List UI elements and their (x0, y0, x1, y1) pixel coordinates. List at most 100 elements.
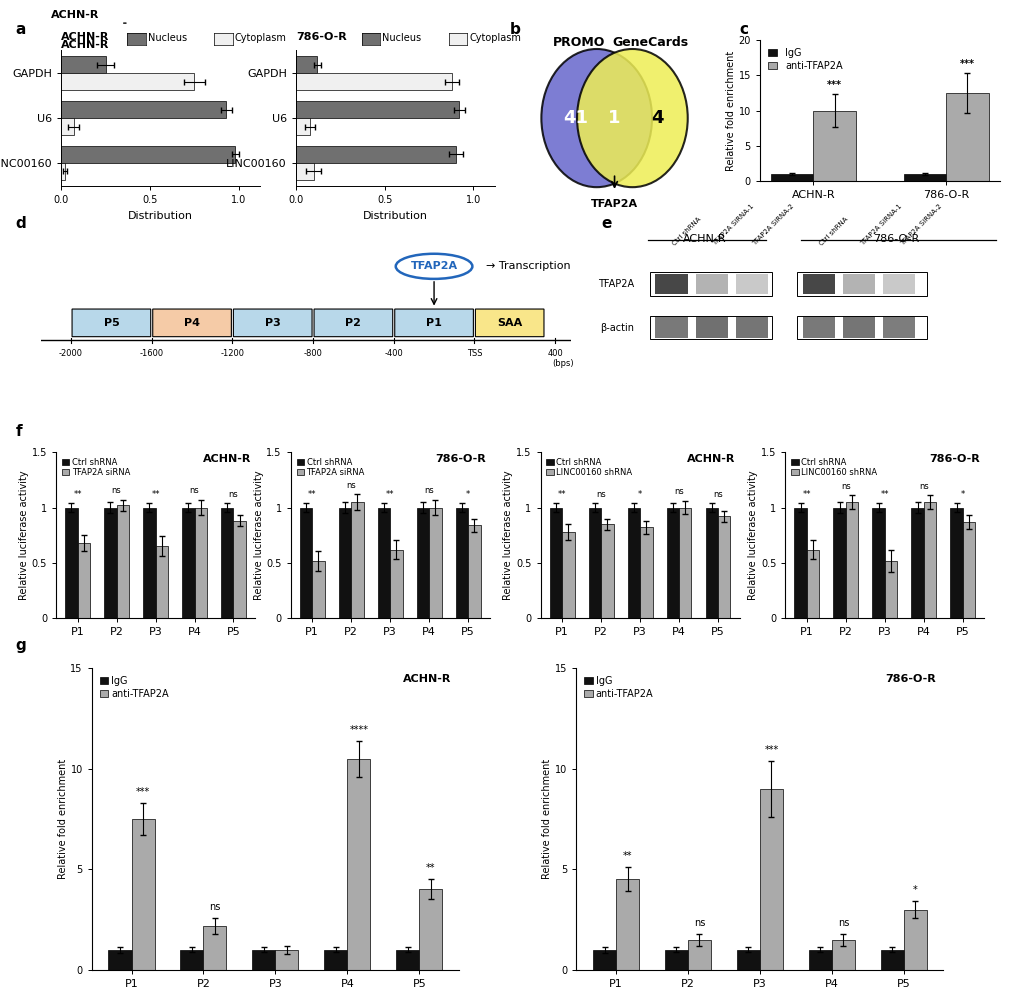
Bar (655, 318, 687, 338)
Bar (802, 318, 835, 338)
Legend: Ctrl shRNA, LINC00160 shRNA: Ctrl shRNA, LINC00160 shRNA (544, 456, 634, 479)
Text: ACHN-R: ACHN-R (203, 454, 251, 464)
Text: 786-O-R: 786-O-R (928, 454, 979, 464)
Bar (143, 508, 156, 618)
Text: GeneCards: GeneCards (611, 36, 688, 49)
Bar (806, 550, 818, 618)
Bar (717, 517, 730, 618)
Text: TSS: TSS (466, 350, 482, 358)
Bar (65, 508, 77, 618)
Text: **: ** (385, 489, 394, 498)
Bar (950, 508, 962, 618)
Text: **: ** (151, 489, 160, 498)
Bar (923, 501, 935, 618)
Text: TFAP2A: TFAP2A (597, 279, 634, 289)
Text: ACHN-R: ACHN-R (61, 40, 109, 50)
Bar (549, 508, 561, 618)
Text: ns: ns (596, 489, 605, 498)
Bar (687, 940, 710, 970)
Bar (802, 273, 835, 294)
Text: ns: ns (693, 918, 704, 928)
Text: 786-O-R: 786-O-R (296, 32, 346, 42)
FancyBboxPatch shape (233, 310, 312, 337)
Text: ACHN-R: ACHN-R (403, 674, 451, 684)
Bar (808, 950, 832, 970)
Bar (588, 508, 600, 618)
Bar (615, 879, 639, 970)
Text: f: f (15, 424, 21, 439)
Text: ***: *** (959, 59, 974, 69)
Bar (61, 146, 235, 163)
Text: PROMO: PROMO (552, 36, 604, 49)
Ellipse shape (541, 49, 651, 187)
FancyBboxPatch shape (72, 310, 151, 337)
Bar (296, 146, 455, 163)
Text: c: c (739, 22, 748, 37)
Bar (195, 508, 207, 618)
Text: -2000: -2000 (59, 350, 83, 358)
Text: e: e (601, 216, 611, 231)
Bar (842, 273, 874, 294)
Text: -1200: -1200 (220, 350, 245, 358)
X-axis label: Distribution: Distribution (363, 210, 427, 220)
Bar (561, 532, 574, 618)
Text: TFAP2A SiRNA-1: TFAP2A SiRNA-1 (711, 203, 755, 246)
Bar (338, 508, 351, 618)
Bar (395, 950, 419, 970)
Bar (419, 889, 442, 970)
Bar (679, 508, 691, 618)
Bar (796, 317, 926, 340)
Text: Cytoplasm: Cytoplasm (234, 33, 286, 43)
Bar (695, 318, 728, 338)
Text: TFAP2A SiRNA-1: TFAP2A SiRNA-1 (858, 203, 902, 246)
Text: β-actin: β-actin (600, 323, 634, 333)
Bar (324, 950, 347, 970)
Text: ACHN-R: ACHN-R (683, 233, 727, 243)
Legend: IgG, anti-TFAP2A: IgG, anti-TFAP2A (764, 45, 845, 73)
Text: **: ** (879, 489, 889, 498)
Text: **: ** (308, 489, 316, 498)
Text: P1: P1 (426, 318, 441, 328)
Text: ns: ns (228, 489, 238, 498)
Text: **: ** (802, 489, 810, 498)
Bar (759, 789, 783, 970)
Text: Ctrl shRNA: Ctrl shRNA (671, 215, 702, 246)
Text: 400: 400 (546, 350, 562, 358)
Text: -800: -800 (304, 350, 322, 358)
Text: ns: ns (112, 486, 121, 495)
Text: ***: *** (136, 787, 150, 797)
Bar (296, 73, 451, 90)
Bar (735, 318, 767, 338)
Text: **: ** (426, 863, 435, 873)
Bar (649, 272, 771, 295)
Text: -1600: -1600 (140, 350, 164, 358)
Text: 4: 4 (650, 110, 663, 127)
Text: ACHN-R: ACHN-R (687, 454, 735, 464)
Text: Ctrl shRNA: Ctrl shRNA (818, 215, 849, 246)
Bar (455, 508, 468, 618)
Bar (592, 950, 615, 970)
Text: *: * (466, 489, 470, 498)
Bar (180, 950, 203, 970)
Text: *: * (912, 885, 917, 895)
Y-axis label: Relative luciferase activity: Relative luciferase activity (19, 470, 29, 600)
Bar (296, 163, 313, 180)
Bar (796, 272, 926, 295)
FancyBboxPatch shape (314, 310, 392, 337)
Text: *: * (960, 489, 964, 498)
Y-axis label: Relative luciferase activity: Relative luciferase activity (503, 470, 513, 600)
Ellipse shape (577, 49, 687, 187)
Text: TFAP2A: TFAP2A (590, 199, 638, 209)
Bar (389, 550, 403, 618)
Ellipse shape (395, 253, 472, 278)
Text: Cytoplasm: Cytoplasm (469, 33, 521, 43)
Bar (962, 522, 974, 618)
Text: 786-O-R: 786-O-R (434, 454, 485, 464)
Text: 786-O-R: 786-O-R (884, 674, 935, 684)
Bar (871, 508, 884, 618)
Bar (221, 508, 233, 618)
Text: SAA: SAA (496, 318, 522, 328)
Bar (842, 318, 874, 338)
Text: Nucleus: Nucleus (382, 33, 421, 43)
Bar (736, 950, 759, 970)
